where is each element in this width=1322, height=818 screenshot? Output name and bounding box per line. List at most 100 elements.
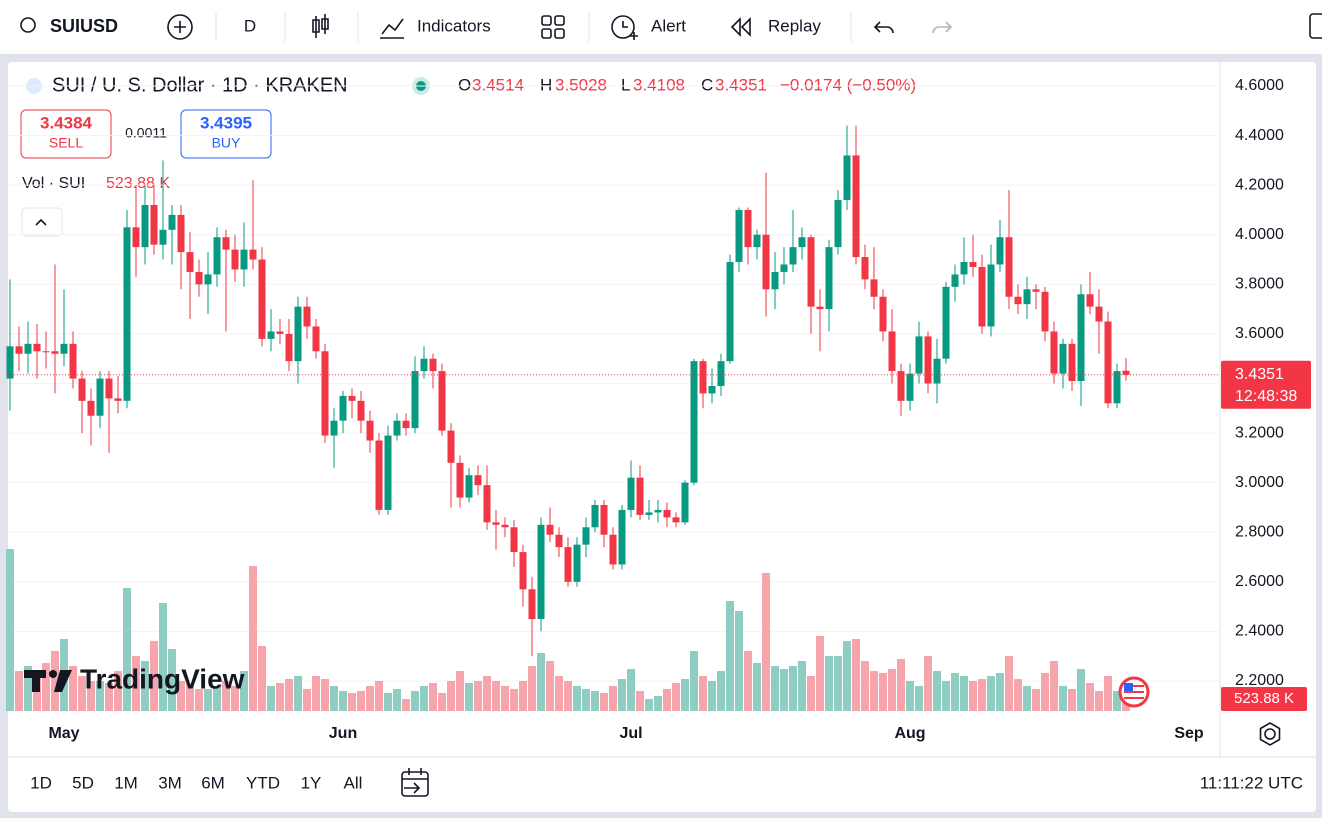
candle-body xyxy=(645,512,653,515)
volume-bar xyxy=(645,699,653,711)
volume-bar xyxy=(1086,683,1094,711)
interval[interactable]: D xyxy=(244,16,256,35)
volume-bar xyxy=(1005,656,1013,711)
candle-body xyxy=(879,296,887,332)
change: −0.0174 (−0.50%) xyxy=(780,75,916,94)
add-icon[interactable] xyxy=(167,14,193,40)
volume-bar xyxy=(735,611,743,711)
collapse-button[interactable] xyxy=(21,207,63,237)
candle-body xyxy=(411,371,419,429)
candle-body xyxy=(465,475,473,498)
indicators-icon[interactable] xyxy=(380,18,404,39)
candle-body xyxy=(231,249,239,270)
chart-title: SUI / U. S. Dollar · 1D · KRAKEN xyxy=(52,74,348,96)
close-value: 3.4351 xyxy=(715,75,767,94)
x-tick-label: Jun xyxy=(329,725,357,742)
candle-body xyxy=(708,385,716,394)
volume-bar xyxy=(816,636,824,711)
sell-price[interactable]: 3.4384 xyxy=(40,113,93,132)
sell-label[interactable]: SELL xyxy=(49,135,83,151)
range-button[interactable]: All xyxy=(344,773,363,792)
y-tick-label: 3.0000 xyxy=(1235,474,1284,491)
alert[interactable]: Alert xyxy=(651,16,686,35)
volume-bar xyxy=(1050,661,1058,711)
volume-bar xyxy=(249,566,257,711)
candle-body xyxy=(762,234,770,290)
volume-bar xyxy=(141,661,149,711)
candle-body xyxy=(978,266,986,327)
candle-body xyxy=(1095,306,1103,322)
volume-bar xyxy=(1113,691,1121,711)
range-button[interactable]: 1M xyxy=(114,773,138,792)
candle-body xyxy=(1059,343,1067,374)
buy-button[interactable] xyxy=(180,109,272,159)
volume-bar xyxy=(618,679,626,711)
candle-body xyxy=(60,343,68,354)
range-button[interactable]: 6M xyxy=(201,773,225,792)
clock[interactable]: 11:11:22 UTC xyxy=(1200,773,1303,792)
panel-icon[interactable] xyxy=(1309,13,1322,39)
volume-bar xyxy=(168,649,176,711)
candle-body xyxy=(1023,289,1031,305)
candle-body xyxy=(897,371,905,401)
symbol[interactable]: SUIUSD xyxy=(50,16,118,36)
candle-body xyxy=(15,346,23,354)
volume-bar xyxy=(519,681,527,711)
search-icon[interactable] xyxy=(20,17,36,33)
volume-bar xyxy=(321,679,329,711)
replay-icon[interactable] xyxy=(730,17,751,37)
volume-bar xyxy=(807,676,815,711)
range-button[interactable]: 1D xyxy=(30,773,52,792)
y-tick-label: 3.8000 xyxy=(1235,276,1284,293)
candle-body xyxy=(690,361,698,483)
volume-bar xyxy=(15,671,23,711)
volume-bar xyxy=(1095,691,1103,711)
settings-icon[interactable] xyxy=(1259,722,1281,746)
layout-icon[interactable] xyxy=(541,15,565,39)
range-button[interactable]: YTD xyxy=(246,773,280,792)
candle-body xyxy=(141,205,149,248)
volume-bar xyxy=(384,693,392,711)
y-tick-label: 2.8000 xyxy=(1235,523,1284,540)
redo-icon[interactable] xyxy=(932,21,953,34)
x-tick-label: May xyxy=(48,725,79,742)
volume-bar xyxy=(411,691,419,711)
replay[interactable]: Replay xyxy=(768,16,821,35)
volume-bar xyxy=(159,603,167,711)
candle-body xyxy=(438,371,446,431)
volume-bar xyxy=(1032,689,1040,711)
alert-icon[interactable] xyxy=(611,15,638,40)
low-letter: L xyxy=(621,75,630,94)
chart-type-icon[interactable] xyxy=(312,14,329,38)
range-button[interactable]: 1Y xyxy=(301,773,322,792)
candle-body xyxy=(888,331,896,372)
volume-bar xyxy=(1023,686,1031,711)
candle-body xyxy=(843,155,851,201)
y-tick-label: 3.6000 xyxy=(1235,325,1284,342)
volume-bar xyxy=(942,681,950,711)
candle-body xyxy=(555,534,563,548)
volume-bar xyxy=(240,671,248,711)
volume-bar xyxy=(69,666,77,711)
y-tick-label: 3.2000 xyxy=(1235,424,1284,441)
volume-bar xyxy=(870,671,878,711)
sell-button[interactable] xyxy=(20,109,112,159)
buy-price[interactable]: 3.4395 xyxy=(200,113,252,132)
range-button[interactable]: 3M xyxy=(158,773,182,792)
candle-body xyxy=(915,336,923,374)
indicators[interactable]: Indicators xyxy=(417,16,491,35)
logo-text: TradingView xyxy=(80,663,245,694)
candle-body xyxy=(654,509,662,513)
undo-icon[interactable] xyxy=(873,21,894,34)
goto-date-icon[interactable] xyxy=(401,768,429,797)
range-button[interactable]: 5D xyxy=(72,773,94,792)
candle-body xyxy=(321,351,329,436)
volume-bar xyxy=(888,669,896,711)
buy-label[interactable]: BUY xyxy=(212,135,241,151)
candle-body xyxy=(492,522,500,525)
volume-bar xyxy=(150,641,158,711)
open-value: 3.4514 xyxy=(472,75,524,94)
volume-bar xyxy=(447,681,455,711)
price-tag-value: 3.4351 xyxy=(1235,366,1284,383)
volume-bar xyxy=(294,676,302,711)
